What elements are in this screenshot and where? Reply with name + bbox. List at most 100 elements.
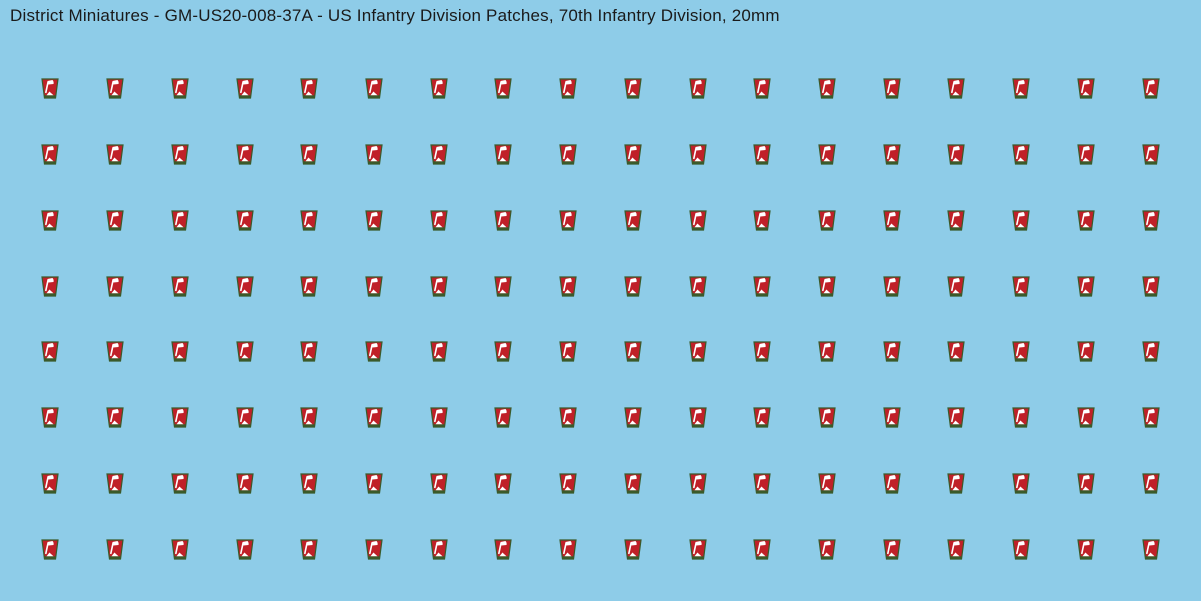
division-patch-icon bbox=[753, 473, 771, 495]
division-patch-icon bbox=[300, 341, 318, 363]
division-patch-icon bbox=[300, 144, 318, 166]
division-patch-icon bbox=[41, 78, 59, 100]
division-patch-icon bbox=[624, 539, 642, 561]
division-patch-icon bbox=[106, 78, 124, 100]
division-patch-icon bbox=[689, 407, 707, 429]
division-patch-icon bbox=[1012, 539, 1030, 561]
division-patch-icon bbox=[753, 276, 771, 298]
division-patch-icon bbox=[689, 78, 707, 100]
division-patch-icon bbox=[883, 210, 901, 232]
division-patch-icon bbox=[689, 539, 707, 561]
division-patch-icon bbox=[106, 341, 124, 363]
division-patch-icon bbox=[1142, 276, 1160, 298]
division-patch-icon bbox=[494, 341, 512, 363]
division-patch-icon bbox=[818, 78, 836, 100]
division-patch-icon bbox=[1142, 473, 1160, 495]
division-patch-icon bbox=[1142, 341, 1160, 363]
sheet-title: District Miniatures - GM-US20-008-37A - … bbox=[10, 6, 780, 26]
division-patch-icon bbox=[883, 341, 901, 363]
division-patch-icon bbox=[365, 407, 383, 429]
division-patch-icon bbox=[41, 473, 59, 495]
division-patch-icon bbox=[1142, 407, 1160, 429]
division-patch-icon bbox=[883, 144, 901, 166]
division-patch-icon bbox=[1077, 78, 1095, 100]
division-patch-icon bbox=[300, 473, 318, 495]
division-patch-icon bbox=[1012, 276, 1030, 298]
division-patch-icon bbox=[171, 144, 189, 166]
division-patch-icon bbox=[365, 78, 383, 100]
division-patch-icon bbox=[1012, 210, 1030, 232]
division-patch-icon bbox=[947, 276, 965, 298]
division-patch-icon bbox=[689, 473, 707, 495]
division-patch-icon bbox=[1077, 276, 1095, 298]
division-patch-icon bbox=[236, 210, 254, 232]
division-patch-icon bbox=[171, 473, 189, 495]
division-patch-icon bbox=[818, 407, 836, 429]
division-patch-icon bbox=[171, 407, 189, 429]
division-patch-icon bbox=[753, 341, 771, 363]
division-patch-icon bbox=[1142, 539, 1160, 561]
division-patch-icon bbox=[1012, 341, 1030, 363]
division-patch-icon bbox=[883, 276, 901, 298]
division-patch-icon bbox=[236, 473, 254, 495]
division-patch-icon bbox=[818, 539, 836, 561]
division-patch-icon bbox=[106, 144, 124, 166]
division-patch-icon bbox=[753, 539, 771, 561]
division-patch-icon bbox=[171, 276, 189, 298]
division-patch-icon bbox=[689, 276, 707, 298]
division-patch-icon bbox=[300, 78, 318, 100]
division-patch-icon bbox=[947, 341, 965, 363]
division-patch-icon bbox=[1077, 539, 1095, 561]
division-patch-icon bbox=[494, 539, 512, 561]
division-patch-icon bbox=[300, 539, 318, 561]
division-patch-icon bbox=[494, 144, 512, 166]
division-patch-icon bbox=[818, 473, 836, 495]
division-patch-icon bbox=[365, 341, 383, 363]
division-patch-icon bbox=[1077, 341, 1095, 363]
division-patch-icon bbox=[883, 539, 901, 561]
division-patch-icon bbox=[494, 210, 512, 232]
division-patch-icon bbox=[430, 407, 448, 429]
division-patch-icon bbox=[41, 407, 59, 429]
division-patch-icon bbox=[106, 407, 124, 429]
division-patch-icon bbox=[236, 407, 254, 429]
division-patch-icon bbox=[300, 210, 318, 232]
division-patch-icon bbox=[1142, 78, 1160, 100]
division-patch-icon bbox=[365, 210, 383, 232]
division-patch-icon bbox=[430, 276, 448, 298]
division-patch-icon bbox=[171, 341, 189, 363]
division-patch-icon bbox=[947, 473, 965, 495]
division-patch-icon bbox=[106, 276, 124, 298]
division-patch-icon bbox=[41, 276, 59, 298]
division-patch-icon bbox=[236, 341, 254, 363]
division-patch-icon bbox=[624, 407, 642, 429]
division-patch-icon bbox=[1077, 210, 1095, 232]
division-patch-icon bbox=[753, 78, 771, 100]
division-patch-icon bbox=[171, 78, 189, 100]
division-patch-icon bbox=[494, 473, 512, 495]
division-patch-icon bbox=[559, 210, 577, 232]
division-patch-icon bbox=[624, 144, 642, 166]
division-patch-icon bbox=[1142, 210, 1160, 232]
division-patch-icon bbox=[1012, 407, 1030, 429]
division-patch-icon bbox=[41, 341, 59, 363]
division-patch-icon bbox=[559, 144, 577, 166]
division-patch-icon bbox=[947, 210, 965, 232]
division-patch-icon bbox=[430, 341, 448, 363]
division-patch-icon bbox=[494, 407, 512, 429]
division-patch-icon bbox=[494, 78, 512, 100]
division-patch-icon bbox=[947, 407, 965, 429]
division-patch-icon bbox=[624, 276, 642, 298]
division-patch-icon bbox=[689, 144, 707, 166]
division-patch-icon bbox=[753, 407, 771, 429]
division-patch-icon bbox=[624, 473, 642, 495]
division-patch-icon bbox=[689, 341, 707, 363]
division-patch-icon bbox=[41, 539, 59, 561]
division-patch-icon bbox=[300, 407, 318, 429]
division-patch-icon bbox=[753, 144, 771, 166]
division-patch-icon bbox=[753, 210, 771, 232]
division-patch-icon bbox=[818, 210, 836, 232]
division-patch-icon bbox=[365, 539, 383, 561]
division-patch-icon bbox=[365, 276, 383, 298]
division-patch-icon bbox=[494, 276, 512, 298]
